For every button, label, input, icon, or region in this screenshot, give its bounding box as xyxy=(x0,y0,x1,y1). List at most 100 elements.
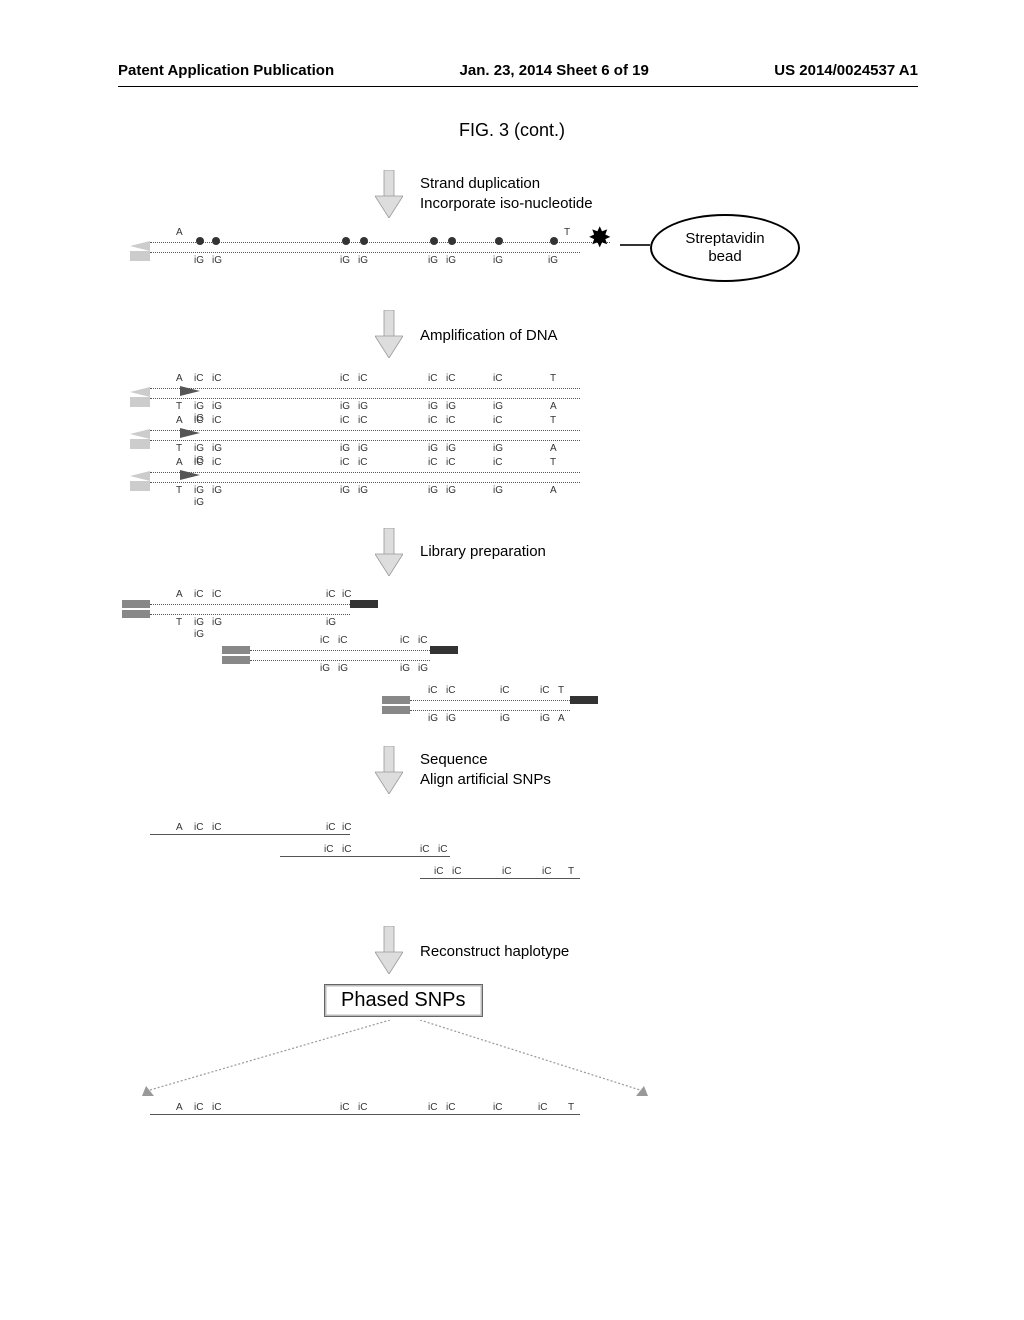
mark-ic: iC xyxy=(452,867,461,877)
mark-ic: iC xyxy=(493,458,502,468)
mark-ic: iC xyxy=(320,636,329,646)
mark-ig: iG xyxy=(446,714,456,724)
label-strand-dup-l2: Incorporate iso-nucleotide xyxy=(420,195,593,212)
dna-line xyxy=(150,614,350,615)
mark-ic: iC xyxy=(540,686,549,696)
label-sequence-l2: Align artificial SNPs xyxy=(420,771,551,788)
mark-ig-extra: iG xyxy=(194,630,204,640)
nucleotide-dot xyxy=(360,237,368,245)
dna-line xyxy=(250,650,430,651)
mark-ig: iG xyxy=(418,664,428,674)
mark-ic: iC xyxy=(428,458,437,468)
adapter-gray xyxy=(222,646,250,654)
label-sequence-l1: Sequence xyxy=(420,751,488,768)
nucleotide-dot xyxy=(342,237,350,245)
mark-ic: iC xyxy=(342,590,351,600)
mark-ig: iG xyxy=(428,486,438,496)
mark-ig: iG xyxy=(326,618,336,628)
nucleotide-dot xyxy=(212,237,220,245)
mark-ic: iC xyxy=(428,374,437,384)
label-strand-dup-l1: Strand duplication xyxy=(420,175,540,192)
arrow-reconstruct xyxy=(375,926,403,974)
mark-ic: iC xyxy=(418,636,427,646)
cap xyxy=(130,426,150,436)
mark-ig: iG xyxy=(340,486,350,496)
mark-ic: iC xyxy=(446,374,455,384)
mark-ic: iC xyxy=(358,1103,367,1113)
mark-ig: iG xyxy=(212,256,222,266)
label-sequence: Sequence Align artificial SNPs xyxy=(420,750,551,789)
mark-a: A xyxy=(176,1103,183,1113)
mark-ic: iC xyxy=(500,686,509,696)
mark-ic: iC xyxy=(212,823,221,833)
mark-t: T xyxy=(550,458,556,468)
cap-right xyxy=(180,425,200,435)
mark-ic: iC xyxy=(342,823,351,833)
mark-ic: iC xyxy=(434,867,443,877)
mark-ig: iG xyxy=(194,486,204,496)
mark-ic: iC xyxy=(212,1103,221,1113)
dna-line xyxy=(410,710,570,711)
mark-ic: iC xyxy=(493,416,502,426)
mark-ig: iG xyxy=(320,664,330,674)
header-center: Jan. 23, 2014 Sheet 6 of 19 xyxy=(460,62,649,79)
mark-t: T xyxy=(564,228,570,238)
mark-ic: iC xyxy=(326,823,335,833)
mark-a: A xyxy=(550,444,557,454)
header-right: US 2014/0024537 A1 xyxy=(774,62,918,79)
mark-ig: iG xyxy=(358,444,368,454)
dna-line-bottom xyxy=(150,252,580,253)
aligned-read-2: iC iC iC iC xyxy=(280,856,450,857)
mark-ic: iC xyxy=(493,374,502,384)
mark-ig: iG xyxy=(493,486,503,496)
mark-ig: iG xyxy=(194,402,204,412)
mark-a: A xyxy=(558,714,565,724)
mark-ig: iG xyxy=(493,402,503,412)
cap-left xyxy=(130,384,150,394)
streptavidin-bead: Streptavidin bead xyxy=(650,214,800,282)
cap-right xyxy=(180,383,200,393)
cap xyxy=(130,478,150,488)
mark-ig: iG xyxy=(500,714,510,724)
dna-line xyxy=(150,430,580,431)
arrow-strand-duplication xyxy=(375,170,403,218)
mark-t: T xyxy=(550,416,556,426)
mark-ic: iC xyxy=(428,416,437,426)
adapter-gray xyxy=(382,696,410,704)
mark-ic: iC xyxy=(493,1103,502,1113)
adapter-gray xyxy=(222,656,250,664)
mark-ig: iG xyxy=(428,714,438,724)
mark-ig: iG xyxy=(340,402,350,412)
mark-t: T xyxy=(176,486,182,496)
mark-ig: iG xyxy=(446,444,456,454)
mark-ig-extra: iG xyxy=(194,498,204,508)
mark-ic: iC xyxy=(446,686,455,696)
mark-ig: iG xyxy=(358,486,368,496)
mark-ig: iG xyxy=(194,444,204,454)
mark-ic: iC xyxy=(428,1103,437,1113)
mark-ig: iG xyxy=(340,256,350,266)
label-strand-duplication: Strand duplication Incorporate iso-nucle… xyxy=(420,174,593,213)
label-amplification: Amplification of DNA xyxy=(420,326,558,346)
dna-line xyxy=(150,482,580,483)
mark-ig: iG xyxy=(212,402,222,412)
mark-ic: iC xyxy=(538,1103,547,1113)
label-reconstruct: Reconstruct haplotype xyxy=(420,942,569,962)
mark-ig: iG xyxy=(212,444,222,454)
mark-ic: iC xyxy=(502,867,511,877)
adapter-gray xyxy=(382,706,410,714)
result-box: Phased SNPs xyxy=(324,984,483,1017)
mark-ic: iC xyxy=(212,374,221,384)
mark-ic: iC xyxy=(212,590,221,600)
mark-a: A xyxy=(550,486,557,496)
label-library-prep: Library preparation xyxy=(420,542,546,562)
mark-ig: iG xyxy=(194,618,204,628)
biotin-star-icon: ✸ xyxy=(588,224,611,252)
mark-ic: iC xyxy=(194,823,203,833)
mark-ic: iC xyxy=(324,845,333,855)
mark-ic: iC xyxy=(438,845,447,855)
nucleotide-dot xyxy=(448,237,456,245)
mark-ic: iC xyxy=(340,1103,349,1113)
mark-a: A xyxy=(176,590,183,600)
nucleotide-dot xyxy=(495,237,503,245)
